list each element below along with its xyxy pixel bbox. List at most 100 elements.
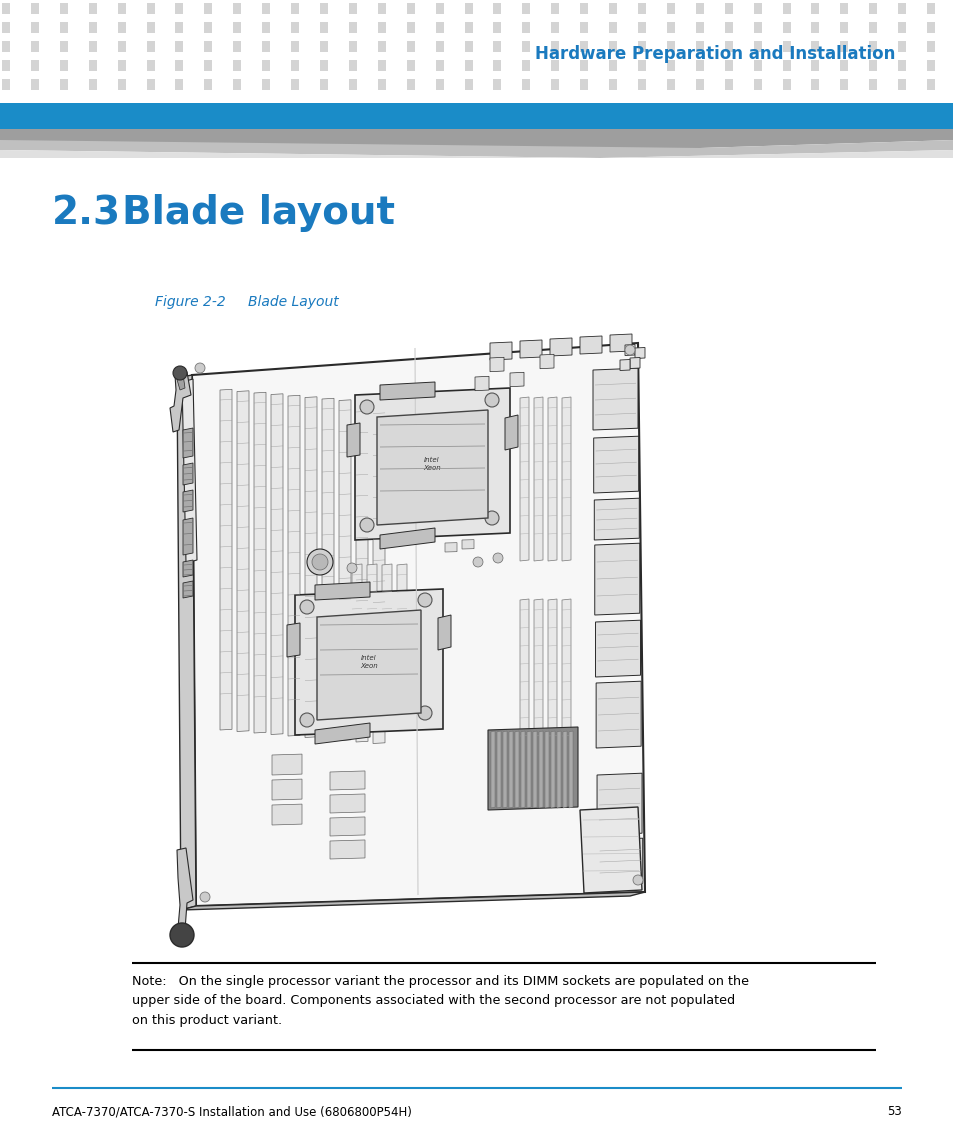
Bar xyxy=(319,41,328,52)
Polygon shape xyxy=(519,599,529,761)
Polygon shape xyxy=(437,615,451,650)
Polygon shape xyxy=(561,397,571,561)
Circle shape xyxy=(194,363,205,373)
Bar xyxy=(117,60,126,71)
Polygon shape xyxy=(593,436,638,493)
Bar xyxy=(262,22,270,33)
Bar xyxy=(638,3,645,14)
Polygon shape xyxy=(461,539,474,548)
Polygon shape xyxy=(183,518,193,555)
Polygon shape xyxy=(287,623,299,657)
Bar xyxy=(897,22,905,33)
Bar xyxy=(204,41,213,52)
Polygon shape xyxy=(526,731,531,808)
Bar xyxy=(840,79,847,90)
Bar xyxy=(522,3,530,14)
Bar xyxy=(464,22,472,33)
Bar xyxy=(926,79,934,90)
Bar xyxy=(406,41,415,52)
Polygon shape xyxy=(497,731,500,808)
Polygon shape xyxy=(0,129,953,148)
Bar xyxy=(811,79,819,90)
Bar xyxy=(608,60,617,71)
Bar xyxy=(291,79,299,90)
Bar xyxy=(2,60,10,71)
Bar xyxy=(204,79,213,90)
Bar xyxy=(666,22,674,33)
Bar xyxy=(522,79,530,90)
Bar xyxy=(840,60,847,71)
Bar xyxy=(2,22,10,33)
Bar xyxy=(868,60,877,71)
Polygon shape xyxy=(376,410,488,526)
Polygon shape xyxy=(330,840,365,859)
Bar xyxy=(897,60,905,71)
Bar xyxy=(349,79,356,90)
Polygon shape xyxy=(182,379,196,563)
Polygon shape xyxy=(183,560,193,577)
Bar xyxy=(436,41,443,52)
Bar xyxy=(291,60,299,71)
Bar xyxy=(781,79,790,90)
Polygon shape xyxy=(253,393,266,733)
Bar xyxy=(0,0,953,105)
Polygon shape xyxy=(177,376,195,910)
Polygon shape xyxy=(288,395,299,736)
Bar xyxy=(204,60,213,71)
Bar xyxy=(175,22,183,33)
Bar xyxy=(811,41,819,52)
Polygon shape xyxy=(520,731,524,808)
Polygon shape xyxy=(519,340,541,358)
Text: Hardware Preparation and Installation: Hardware Preparation and Installation xyxy=(534,45,894,63)
Bar xyxy=(522,22,530,33)
Bar xyxy=(551,3,558,14)
Polygon shape xyxy=(305,397,316,737)
Bar xyxy=(522,60,530,71)
Polygon shape xyxy=(550,338,572,356)
Bar xyxy=(868,3,877,14)
Polygon shape xyxy=(330,793,365,813)
Bar xyxy=(753,3,760,14)
Bar xyxy=(695,41,703,52)
Polygon shape xyxy=(373,403,385,743)
Bar xyxy=(377,3,385,14)
Bar xyxy=(724,41,732,52)
Bar xyxy=(464,60,472,71)
Bar xyxy=(89,3,96,14)
Polygon shape xyxy=(635,347,644,358)
Bar xyxy=(319,79,328,90)
Bar xyxy=(695,79,703,90)
Bar xyxy=(551,79,558,90)
Polygon shape xyxy=(490,357,503,372)
Bar xyxy=(551,22,558,33)
Bar xyxy=(89,41,96,52)
Bar xyxy=(60,41,68,52)
Bar xyxy=(319,60,328,71)
Bar xyxy=(840,3,847,14)
Circle shape xyxy=(359,400,374,414)
Polygon shape xyxy=(379,528,435,548)
Bar xyxy=(60,22,68,33)
Bar xyxy=(868,41,877,52)
Bar xyxy=(811,3,819,14)
Bar xyxy=(117,41,126,52)
Bar xyxy=(2,41,10,52)
Polygon shape xyxy=(598,838,642,885)
Bar xyxy=(377,22,385,33)
Bar xyxy=(897,41,905,52)
Bar xyxy=(377,79,385,90)
Polygon shape xyxy=(534,599,542,761)
Bar xyxy=(89,22,96,33)
Bar xyxy=(406,22,415,33)
Bar xyxy=(262,60,270,71)
Bar xyxy=(724,79,732,90)
Polygon shape xyxy=(0,150,953,160)
Polygon shape xyxy=(355,388,510,540)
Bar xyxy=(579,79,588,90)
Text: 53: 53 xyxy=(886,1106,901,1119)
Bar xyxy=(89,79,96,90)
Bar xyxy=(117,22,126,33)
Bar xyxy=(349,22,356,33)
Polygon shape xyxy=(562,731,566,808)
Polygon shape xyxy=(294,589,442,735)
